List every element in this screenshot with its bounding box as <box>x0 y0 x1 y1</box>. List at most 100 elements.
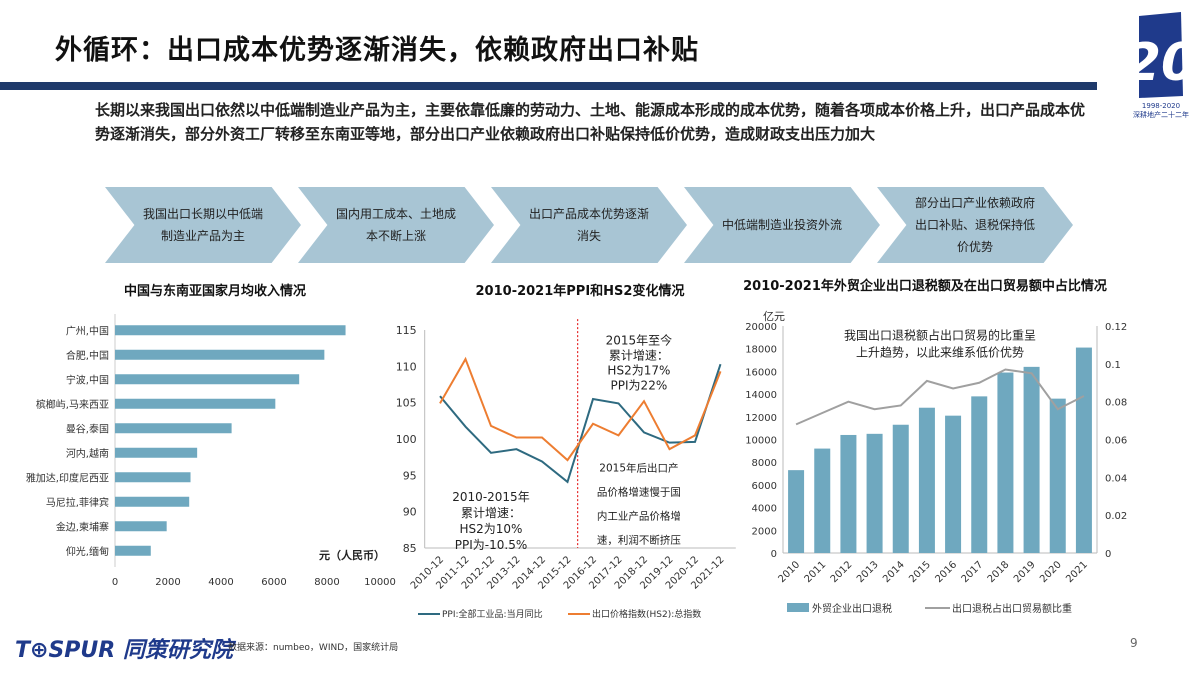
y2-tick-label: 0.04 <box>1105 473 1127 484</box>
legend-label: PPI:全部工业品:当月同比 <box>442 608 543 620</box>
ppi-hs2-line-chart: 8590951001051101152010-122011-122012-122… <box>396 319 736 620</box>
process-step-label: 中低端制造业投资外流 <box>722 218 843 232</box>
bar <box>115 496 190 507</box>
process-step: 出口产品成本优势逐渐消失 <box>491 187 687 263</box>
y-tick-label: 85 <box>403 542 417 555</box>
y-tick-label: 6000 <box>752 481 777 492</box>
x-tick-label: 2012 <box>829 559 855 585</box>
x-tick-label: 2016 <box>933 559 959 585</box>
annotation-text: 2015年后出口产 <box>599 462 678 475</box>
annotation-text: 2010-2015年 <box>452 490 529 504</box>
x-tick-label: 2000 <box>155 577 180 588</box>
bar <box>115 545 151 556</box>
x-tick-label: 4000 <box>208 577 233 588</box>
x-tick-label: 2019 <box>1012 559 1038 585</box>
x-tick-label: 2015 <box>907 559 933 585</box>
bar <box>997 372 1014 553</box>
title-divider <box>0 82 1097 90</box>
bar <box>115 521 167 532</box>
bar <box>918 407 935 553</box>
x-tick-label: 2017 <box>960 559 986 585</box>
x-tick-label: 8000 <box>314 577 339 588</box>
annotation-text: 品价格增速慢于国 <box>597 486 681 499</box>
bar <box>115 423 232 434</box>
x-tick-label: 0 <box>112 577 118 588</box>
chart3-title: 2010-2021年外贸企业出口退税额及在出口贸易额中占比情况 <box>743 279 1107 294</box>
y-tick-label: 18000 <box>745 345 777 356</box>
process-step: 我国出口长期以中低端制造业产品为主 <box>105 187 301 263</box>
x-tick-label: 2020 <box>1038 559 1064 585</box>
page-number: 9 <box>1130 636 1138 650</box>
y2-tick-label: 0 <box>1105 549 1111 560</box>
x-tick-label: 10000 <box>364 577 396 588</box>
x-tick-label: 2010 <box>776 559 802 585</box>
process-step-label: 我国出口长期以中低端制造业产品为主 <box>143 207 264 243</box>
annotation-text: HS2为10% <box>460 522 523 536</box>
y-tick-label: 4000 <box>752 504 777 515</box>
legend-swatch <box>787 603 809 612</box>
y-tick-label: 100 <box>396 433 417 446</box>
logo-years: 1998-2020 <box>1142 102 1180 110</box>
y-tick-label: 10000 <box>745 436 777 447</box>
x-tick-label: 2014 <box>881 559 907 585</box>
ratio-line <box>795 368 1085 426</box>
category-label: 河内,越南 <box>66 447 109 460</box>
y-tick-label: 16000 <box>745 367 777 378</box>
chart2-title: 2010-2021年PPI和HS2变化情况 <box>475 284 685 299</box>
data-source: 数据来源：numbeo，WIND，国家统计局 <box>228 643 399 653</box>
tospur-logo: T⊕SPUR 同策研究院 <box>15 638 233 663</box>
svg-text:20: 20 <box>1125 33 1195 93</box>
y-tick-label: 14000 <box>745 390 777 401</box>
category-label: 仰光,缅甸 <box>66 545 109 558</box>
anniversary-logo: 20 1998-2020 深耕地产二十二年 <box>1125 8 1197 119</box>
annotation-text: 我国出口退税额占出口贸易的比重呈 <box>844 328 1036 343</box>
process-step: 中低端制造业投资外流 <box>684 187 880 263</box>
series-line-1 <box>439 356 722 462</box>
bar <box>814 448 831 553</box>
income-bar-chart: 广州,中国合肥,中国宁波,中国槟榔屿,马来西亚曼谷,泰国河内,越南雅加达,印度尼… <box>26 314 396 588</box>
bar <box>1075 347 1092 553</box>
x-tick-label: 2013 <box>855 559 881 585</box>
chart1-title: 中国与东南亚国家月均收入情况 <box>123 284 306 299</box>
annotation-text: HS2为17% <box>607 364 670 378</box>
legend-label: 出口价格指数(HS2):总指数 <box>592 608 701 620</box>
x-tick-label: 2021 <box>1064 559 1090 585</box>
annotation-text: 累计增速： <box>609 349 669 363</box>
bar <box>892 424 909 553</box>
unit-label: 元（人民币） <box>319 548 385 562</box>
annotation-text: 速，利润不断挤压 <box>597 534 681 547</box>
bar <box>866 433 883 553</box>
y-tick-label: 0 <box>771 549 777 560</box>
process-step-label: 部分出口产业依赖政府出口补贴、退税保持低价优势 <box>915 196 1036 254</box>
annotation-text: PPI为-10.5% <box>455 538 527 552</box>
process-step: 部分出口产业依赖政府出口补贴、退税保持低价优势 <box>877 187 1073 263</box>
y-tick-label: 105 <box>396 397 417 410</box>
bar <box>788 470 805 553</box>
annotation-text: 累计增速： <box>461 506 521 520</box>
annotation-text: 上升趋势，以此来维系低价优势 <box>856 346 1024 360</box>
y-tick-label: 2000 <box>752 526 777 537</box>
legend-label: 出口退税占出口贸易额比重 <box>952 602 1072 615</box>
x-tick-label: 2018 <box>986 559 1012 585</box>
category-label: 马尼拉,菲律宾 <box>46 496 109 509</box>
bar <box>1023 366 1040 553</box>
y-tick-label: 115 <box>396 324 417 337</box>
category-label: 宁波,中国 <box>66 373 109 386</box>
process-step: 国内用工成本、土地成本不断上涨 <box>298 187 494 263</box>
y2-tick-label: 0.02 <box>1105 511 1127 522</box>
intro-paragraph: 长期以来我国出口依然以中低端制造业产品为主，主要依靠低廉的劳动力、土地、能源成本… <box>95 101 1086 143</box>
y-tick-label: 90 <box>403 506 417 519</box>
y-tick-label: 95 <box>403 469 417 482</box>
process-step-label: 国内用工成本、土地成本不断上涨 <box>336 207 457 243</box>
y2-tick-label: 0.06 <box>1105 436 1127 447</box>
annotation-text: PPI为22% <box>611 379 668 393</box>
annotation-text: 2015年至今 <box>606 333 673 348</box>
annotation-text: 内工业产品价格增 <box>597 510 681 523</box>
bar <box>115 374 300 385</box>
bar <box>115 325 346 336</box>
category-label: 曼谷,泰国 <box>66 422 109 435</box>
bar <box>115 472 191 483</box>
category-label: 合肥,中国 <box>66 349 109 362</box>
bar <box>840 434 857 553</box>
category-label: 广州,中国 <box>66 324 109 337</box>
